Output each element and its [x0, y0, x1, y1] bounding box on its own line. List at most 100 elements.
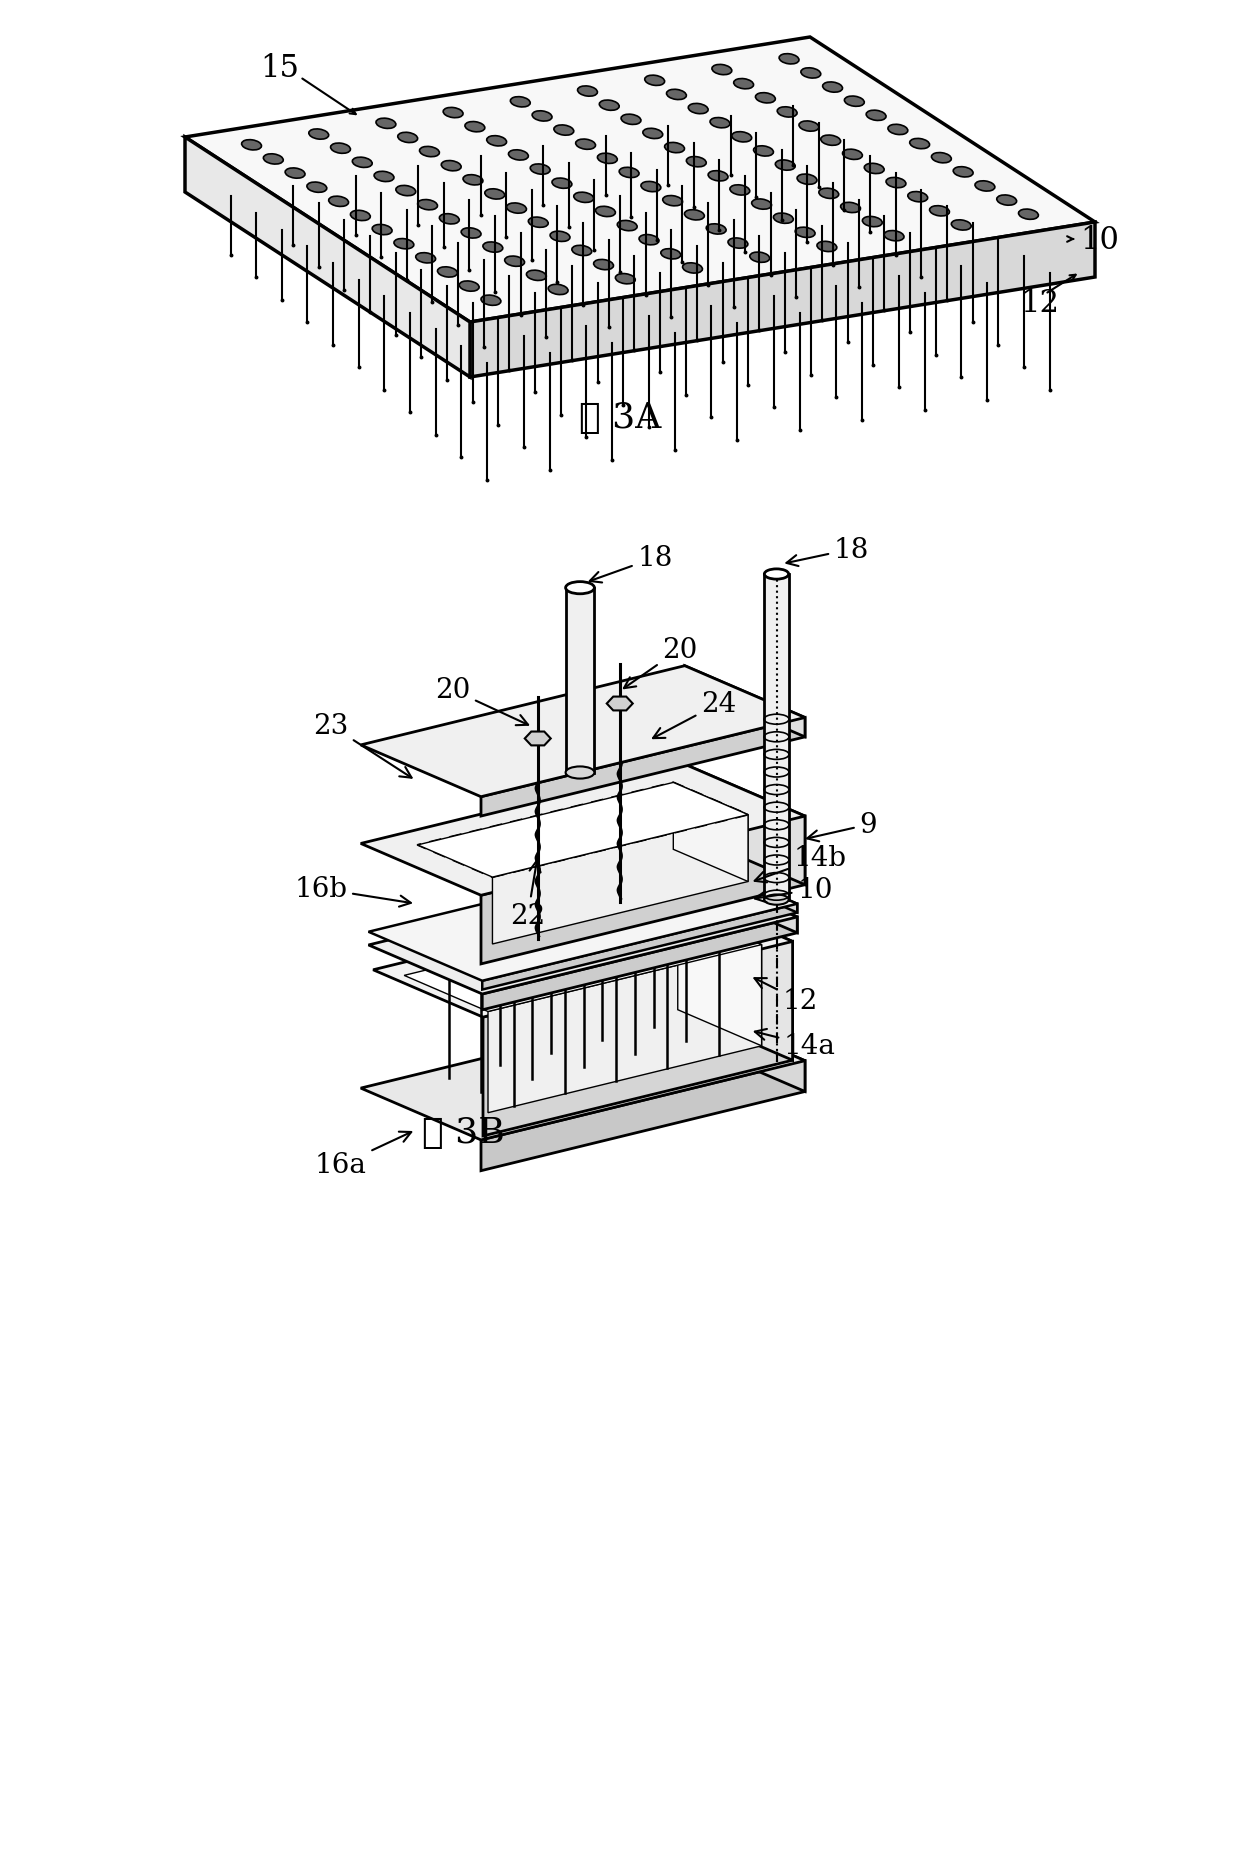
Ellipse shape — [777, 108, 797, 119]
Ellipse shape — [599, 100, 619, 111]
Ellipse shape — [621, 115, 641, 126]
Text: 12: 12 — [1021, 288, 1059, 318]
Ellipse shape — [507, 204, 527, 214]
Ellipse shape — [552, 178, 572, 189]
Polygon shape — [373, 895, 792, 1018]
Ellipse shape — [376, 119, 396, 130]
Ellipse shape — [799, 123, 818, 132]
Polygon shape — [481, 1060, 805, 1172]
Ellipse shape — [667, 91, 687, 100]
Ellipse shape — [463, 176, 482, 186]
Ellipse shape — [615, 275, 635, 284]
Ellipse shape — [779, 54, 799, 65]
Ellipse shape — [308, 184, 327, 193]
Ellipse shape — [975, 182, 994, 191]
Ellipse shape — [572, 247, 591, 256]
Ellipse shape — [639, 236, 658, 245]
Ellipse shape — [578, 87, 598, 97]
Ellipse shape — [755, 93, 775, 104]
Polygon shape — [481, 719, 805, 817]
Ellipse shape — [352, 158, 372, 169]
Ellipse shape — [309, 130, 329, 139]
Ellipse shape — [822, 84, 842, 93]
Polygon shape — [361, 1010, 805, 1140]
Ellipse shape — [511, 98, 531, 108]
Polygon shape — [684, 765, 805, 886]
Ellipse shape — [443, 108, 463, 119]
Ellipse shape — [595, 208, 615, 217]
Ellipse shape — [574, 193, 594, 204]
Ellipse shape — [438, 267, 458, 279]
Ellipse shape — [887, 178, 906, 189]
Polygon shape — [764, 574, 789, 901]
Polygon shape — [684, 1010, 805, 1092]
Text: 14b: 14b — [755, 845, 847, 882]
Ellipse shape — [461, 228, 481, 240]
Polygon shape — [684, 667, 805, 737]
Ellipse shape — [329, 197, 348, 208]
Ellipse shape — [285, 169, 305, 178]
Text: 18: 18 — [590, 544, 672, 583]
Ellipse shape — [862, 217, 882, 228]
Text: 16a: 16a — [315, 1133, 412, 1179]
Ellipse shape — [618, 221, 637, 232]
Text: 24: 24 — [653, 691, 737, 739]
Ellipse shape — [864, 163, 884, 175]
Ellipse shape — [997, 195, 1017, 206]
Ellipse shape — [801, 69, 821, 80]
Text: 9: 9 — [807, 812, 877, 841]
Ellipse shape — [707, 225, 727, 236]
Ellipse shape — [730, 186, 750, 197]
Polygon shape — [673, 784, 748, 882]
Ellipse shape — [565, 583, 594, 594]
Ellipse shape — [682, 264, 702, 275]
Ellipse shape — [775, 162, 795, 171]
Ellipse shape — [263, 154, 283, 165]
Polygon shape — [185, 37, 1095, 323]
Polygon shape — [368, 856, 797, 980]
Polygon shape — [565, 589, 594, 773]
Polygon shape — [361, 667, 805, 797]
Text: 图 3A: 图 3A — [579, 401, 661, 435]
Polygon shape — [606, 696, 632, 711]
Ellipse shape — [485, 189, 505, 201]
Ellipse shape — [481, 295, 501, 306]
Polygon shape — [368, 869, 797, 995]
Text: 14a: 14a — [755, 1029, 836, 1058]
Ellipse shape — [531, 165, 551, 175]
Ellipse shape — [528, 217, 548, 228]
Ellipse shape — [565, 767, 594, 780]
Ellipse shape — [687, 158, 707, 167]
Ellipse shape — [372, 225, 392, 236]
Text: 20: 20 — [435, 678, 528, 726]
Ellipse shape — [662, 197, 682, 206]
Ellipse shape — [418, 201, 438, 210]
Ellipse shape — [487, 137, 507, 147]
Ellipse shape — [598, 154, 618, 165]
Ellipse shape — [465, 123, 485, 132]
Ellipse shape — [930, 206, 950, 217]
Ellipse shape — [505, 256, 525, 267]
Ellipse shape — [821, 136, 841, 147]
Ellipse shape — [910, 139, 930, 150]
Polygon shape — [683, 895, 792, 1060]
Polygon shape — [492, 815, 748, 945]
Polygon shape — [489, 945, 761, 1112]
Ellipse shape — [645, 76, 665, 87]
Ellipse shape — [331, 145, 351, 154]
Polygon shape — [484, 941, 792, 1136]
Ellipse shape — [795, 228, 815, 238]
Text: 图 3B: 图 3B — [422, 1116, 505, 1149]
Ellipse shape — [684, 210, 704, 221]
Ellipse shape — [867, 111, 887, 121]
Ellipse shape — [642, 130, 662, 139]
Polygon shape — [525, 732, 551, 747]
Ellipse shape — [554, 126, 574, 136]
Ellipse shape — [732, 132, 751, 143]
Ellipse shape — [351, 212, 371, 221]
Ellipse shape — [439, 215, 459, 225]
Ellipse shape — [374, 173, 394, 182]
Ellipse shape — [817, 241, 837, 253]
Ellipse shape — [688, 104, 708, 115]
Polygon shape — [481, 817, 805, 964]
